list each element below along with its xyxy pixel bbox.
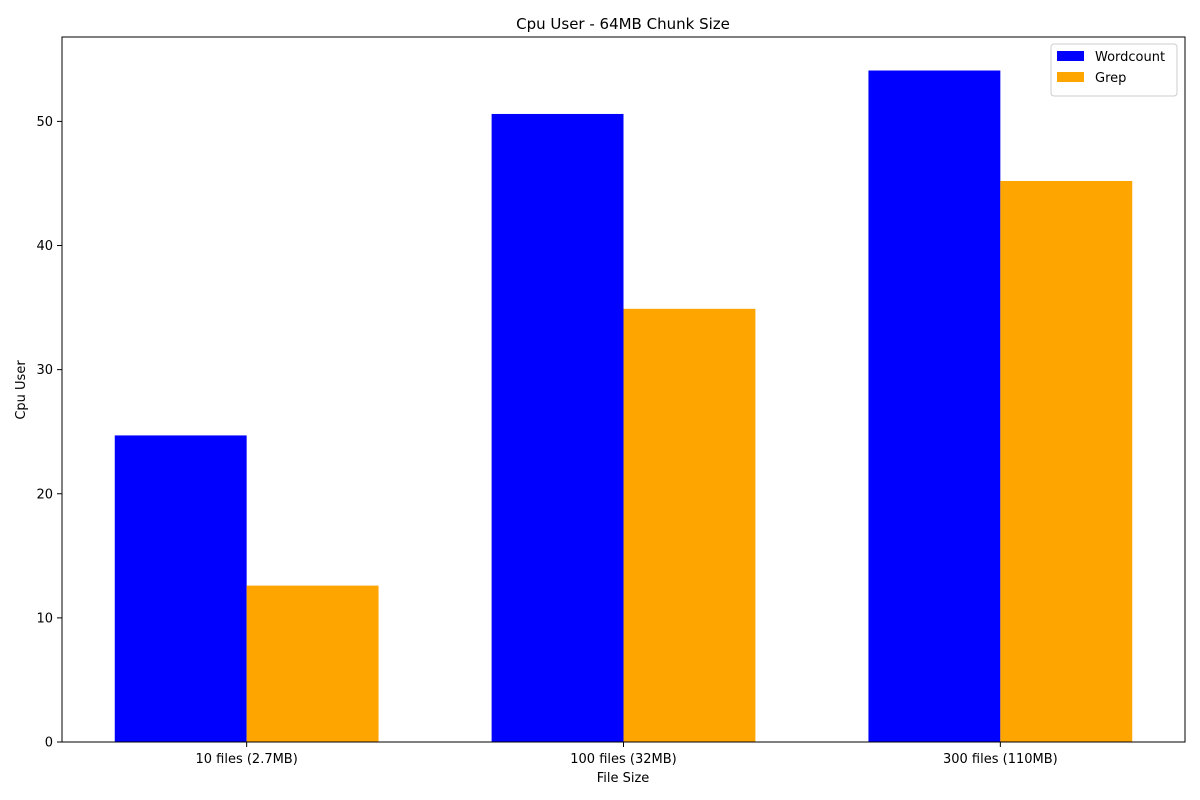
y-tick-label: 20 — [36, 487, 53, 502]
bar-wordcount-0 — [114, 435, 247, 742]
y-axis-label: Cpu User — [14, 360, 29, 420]
legend-label-grep: Grep — [1095, 71, 1126, 86]
x-axis-ticks: 10 files (2.7MB) 100 files (32MB) 300 file… — [195, 742, 1058, 767]
bar-wordcount-2 — [868, 70, 1001, 742]
legend: Wordcount Grep — [1050, 43, 1178, 97]
y-tick-label: 50 — [36, 115, 53, 130]
bar-wordcount-1 — [491, 113, 624, 742]
y-tick-label: 0 — [45, 736, 53, 751]
bars-group — [114, 70, 1133, 742]
legend-swatch-grep — [1057, 72, 1084, 82]
legend-swatch-wordcount — [1057, 51, 1084, 61]
y-tick-label: 10 — [36, 611, 53, 626]
bar-grep-0 — [246, 585, 379, 742]
x-tick-label: 300 files (110MB) — [943, 752, 1058, 767]
y-axis-ticks: 0 10 20 30 40 50 — [36, 115, 62, 751]
x-axis-label: File Size — [597, 771, 650, 786]
x-tick-label: 10 files (2.7MB) — [195, 752, 297, 767]
chart-title: Cpu User - 64MB Chunk Size — [516, 15, 730, 33]
y-tick-label: 30 — [36, 363, 53, 378]
legend-label-wordcount: Wordcount — [1095, 50, 1165, 65]
bar-grep-2 — [1000, 180, 1133, 742]
bar-grep-1 — [623, 308, 756, 742]
y-tick-label: 40 — [36, 239, 53, 254]
x-tick-label: 100 files (32MB) — [570, 752, 676, 767]
